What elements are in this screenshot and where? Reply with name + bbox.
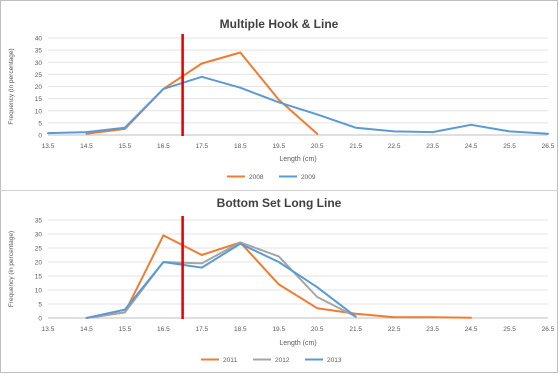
x-axis-label: Length (cm) <box>279 340 316 347</box>
x-tick-label: 20.5 <box>311 143 324 150</box>
x-tick-label: 18.5 <box>234 326 247 333</box>
x-tick-label: 25.5 <box>503 143 516 150</box>
x-tick-label: 26.5 <box>542 143 555 150</box>
y-tick-label: 30 <box>35 60 43 67</box>
legend-label-2011: 2011 <box>223 357 237 364</box>
x-tick-label: 19.5 <box>272 143 285 150</box>
x-tick-label: 18.5 <box>234 143 247 150</box>
series-line-2009 <box>47 75 549 135</box>
x-tick-label: 14.5 <box>80 326 93 333</box>
chart-bottom-set-long-line: Bottom Set Long Line 0 5 10 15 20 25 30 35 13.5 14… <box>0 190 558 373</box>
x-tick-label: 21.5 <box>349 143 362 150</box>
y-axis-label: Frequency (in percentage) <box>8 48 15 124</box>
x-tick-label: 24.5 <box>465 326 478 333</box>
legend-label-2009: 2009 <box>301 174 316 181</box>
y-tick-label: 20 <box>35 84 43 91</box>
y-tick-label: 40 <box>35 36 43 43</box>
series-line-2008 <box>85 51 319 135</box>
chart-multiple-hook-line: Multiple Hook & Line 0 5 10 15 20 25 30 35 40 13.5… <box>8 17 555 181</box>
x-tick-label: 16.5 <box>157 326 170 333</box>
x-tick-label: 23.5 <box>426 326 439 333</box>
chart-svg-bottom-set-long-line: Bottom Set Long Line 0 5 10 15 20 25 30 35 13.5 14… <box>8 196 555 364</box>
y-tick-label: 0 <box>38 316 42 323</box>
y-tick-label: 20 <box>35 260 43 267</box>
x-tick-label: 14.5 <box>80 143 93 150</box>
y-axis-label: Frequency (in percentage) <box>8 231 15 307</box>
x-tick-label: 16.5 <box>157 143 170 150</box>
y-tick-label: 30 <box>35 232 43 239</box>
y-tick-label: 5 <box>38 120 42 127</box>
legend-label-2008: 2008 <box>249 174 264 181</box>
x-tick-label: 22.5 <box>388 143 401 150</box>
panel-divider <box>0 190 558 191</box>
legend-label-2013: 2013 <box>327 357 342 364</box>
x-tick-label: 13.5 <box>42 143 55 150</box>
chart-title: Multiple Hook & Line <box>220 17 339 31</box>
x-tick-label: 17.5 <box>196 143 209 150</box>
y-tick-label: 15 <box>35 274 43 281</box>
x-tick-label: 17.5 <box>196 326 209 333</box>
x-tick-label: 22.5 <box>388 326 401 333</box>
y-tick-label: 25 <box>35 72 43 79</box>
series-line-2012 <box>85 241 357 319</box>
x-tick-label: 24.5 <box>465 143 478 150</box>
series-line-2013 <box>85 242 357 319</box>
legend-label-2012: 2012 <box>275 357 290 364</box>
chart-svg-multiple-hook-line: Multiple Hook & Line 0 5 10 15 20 25 30 35 40 13.5… <box>8 17 555 181</box>
chart-title: Bottom Set Long Line <box>217 196 342 210</box>
x-tick-label: 20.5 <box>311 326 324 333</box>
x-tick-label: 15.5 <box>119 143 132 150</box>
y-tick-label: 10 <box>35 288 43 295</box>
y-tick-label: 15 <box>35 96 43 103</box>
y-tick-label: 10 <box>35 108 43 115</box>
y-tick-label: 0 <box>38 133 42 140</box>
x-tick-label: 25.5 <box>503 326 516 333</box>
series-line-2011 <box>85 234 473 319</box>
y-tick-label: 35 <box>35 218 43 225</box>
x-tick-label: 23.5 <box>426 143 439 150</box>
x-tick-label: 26.5 <box>542 326 555 333</box>
x-axis-label: Length (cm) <box>279 156 316 163</box>
y-tick-label: 5 <box>38 302 42 309</box>
x-tick-label: 19.5 <box>272 326 285 333</box>
y-tick-label: 35 <box>35 48 43 55</box>
x-tick-label: 15.5 <box>119 326 132 333</box>
x-tick-label: 21.5 <box>349 326 362 333</box>
x-tick-label: 13.5 <box>42 326 55 333</box>
y-tick-label: 25 <box>35 246 43 253</box>
